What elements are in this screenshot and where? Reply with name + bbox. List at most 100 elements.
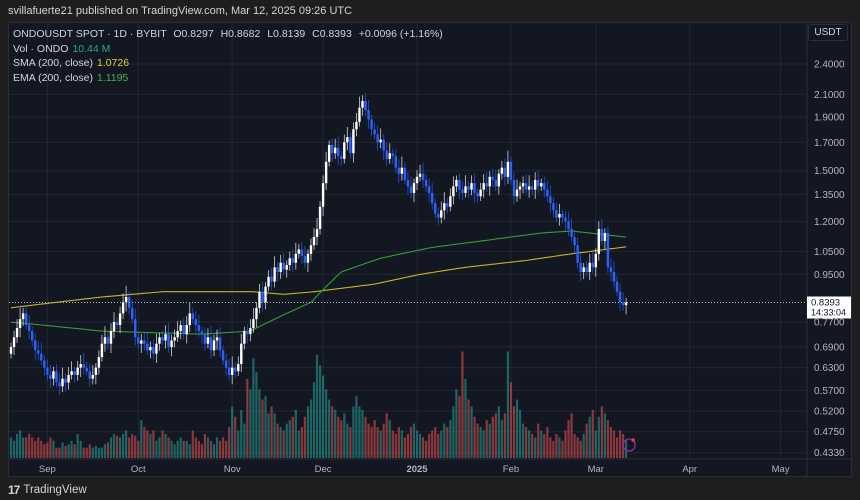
candle-body — [506, 161, 510, 177]
current-price-label: 0.8393 — [811, 297, 840, 308]
volume-bar — [206, 437, 210, 458]
volume-bar — [276, 423, 279, 458]
volume-bar — [497, 406, 500, 458]
volume-bar — [552, 440, 555, 458]
volume-bar — [288, 420, 291, 458]
candle-body — [237, 364, 240, 372]
volume-bar — [128, 437, 131, 458]
candle-body — [555, 210, 558, 218]
x-tick-label: Nov — [224, 464, 241, 475]
candle-body — [364, 100, 367, 110]
candle-body — [406, 179, 410, 187]
volume-bar — [549, 437, 552, 458]
volume-bar — [573, 433, 576, 458]
candle-body — [497, 173, 501, 187]
volume-bar — [388, 420, 391, 458]
candle-body — [206, 337, 210, 344]
candle-body — [40, 353, 43, 361]
candle-body — [600, 229, 604, 242]
volume-bar — [464, 378, 467, 458]
volume-bar — [237, 430, 240, 458]
candle-body — [15, 328, 19, 338]
candle-body — [470, 183, 473, 190]
legend-vol-value: 10.44 M — [72, 42, 111, 55]
legend-volume-row[interactable]: Vol · ONDO 10.44 M — [13, 42, 443, 57]
candle-body — [209, 337, 213, 351]
candle-body — [315, 229, 319, 238]
volume-bar — [270, 406, 273, 458]
volume-bar — [340, 420, 343, 458]
volume-bar — [434, 427, 437, 458]
candle-body — [527, 186, 531, 190]
candle-body — [52, 371, 55, 379]
candle-body — [103, 337, 107, 344]
volume-bar — [61, 442, 64, 458]
volume-bar — [164, 433, 167, 458]
volume-bar — [173, 444, 176, 458]
candle-body — [276, 267, 279, 272]
volume-bar — [506, 351, 510, 458]
footer-brand[interactable]: TradingView — [23, 484, 87, 496]
candle-body — [373, 129, 376, 135]
currency-button[interactable]: USDT — [808, 24, 848, 41]
candle-body — [221, 350, 225, 361]
candle-body — [73, 371, 76, 375]
legend-symbol[interactable]: ONDOUSDT SPOT · 1D · BYBIT — [13, 28, 167, 40]
volume-bar — [403, 437, 406, 458]
volume-bar — [225, 440, 228, 458]
legend-sma-row[interactable]: SMA (200, close) 1.0726 — [13, 56, 443, 71]
candle-body — [291, 258, 294, 263]
candle-body — [334, 147, 337, 154]
volume-bar — [40, 440, 43, 458]
y-tick-label: 1.2000 — [814, 217, 845, 228]
price-chart[interactable]: 2.4000 2.1000 1.9000 1.7000 1.5000 1.3500 1.20… — [9, 23, 853, 478]
volume-bar — [415, 430, 419, 458]
candle-body — [461, 189, 464, 193]
candle-body — [88, 371, 91, 379]
candle-body — [588, 262, 591, 272]
candle-body — [543, 183, 546, 190]
volume-bar — [588, 416, 591, 458]
volume-bar — [55, 447, 58, 458]
x-tick-label: Dec — [315, 464, 332, 475]
volume-bar — [325, 389, 328, 458]
candle-body — [585, 267, 588, 272]
candle-body — [606, 232, 610, 268]
candle-body — [352, 129, 355, 154]
volume-bar — [67, 444, 70, 458]
candle-body — [46, 367, 49, 375]
volume-bar — [100, 447, 103, 458]
candle-body — [152, 346, 155, 354]
candle-body — [573, 237, 576, 246]
volume-bar — [591, 409, 594, 458]
candle-body — [112, 322, 116, 332]
volume-bar — [234, 416, 237, 458]
legend-ema-row[interactable]: EMA (200, close) 1.1195 — [13, 71, 443, 86]
chart-panel[interactable]: 2.4000 2.1000 1.9000 1.7000 1.5000 1.3500 1.20… — [8, 22, 853, 478]
candle-body — [58, 382, 61, 387]
candle-body — [197, 325, 201, 332]
candle-body — [418, 173, 422, 177]
candle-body — [31, 331, 34, 341]
volume-bar — [291, 416, 294, 458]
volume-bar — [349, 427, 352, 458]
volume-bar — [476, 423, 479, 458]
volume-bar — [273, 413, 276, 458]
volume-bar — [212, 444, 216, 458]
volume-bar — [537, 423, 540, 458]
candle-body — [182, 325, 185, 335]
candle-body — [324, 161, 328, 184]
candle-body — [340, 156, 343, 159]
candle-body — [124, 296, 128, 303]
volume-bar — [397, 427, 400, 458]
candle-body — [476, 192, 479, 197]
volume-bar — [118, 437, 122, 458]
x-tick-label: Apr — [682, 464, 697, 475]
candle-body — [488, 176, 491, 187]
x-tick-label: Oct — [131, 464, 146, 475]
candle-body — [27, 325, 31, 332]
legend-ohlc-row: ONDOUSDT SPOT · 1D · BYBIT O0.8297 H0.86… — [13, 27, 443, 42]
y-tick-label: 0.6300 — [814, 363, 845, 374]
volume-bar — [15, 433, 19, 458]
candle-body — [430, 192, 434, 204]
